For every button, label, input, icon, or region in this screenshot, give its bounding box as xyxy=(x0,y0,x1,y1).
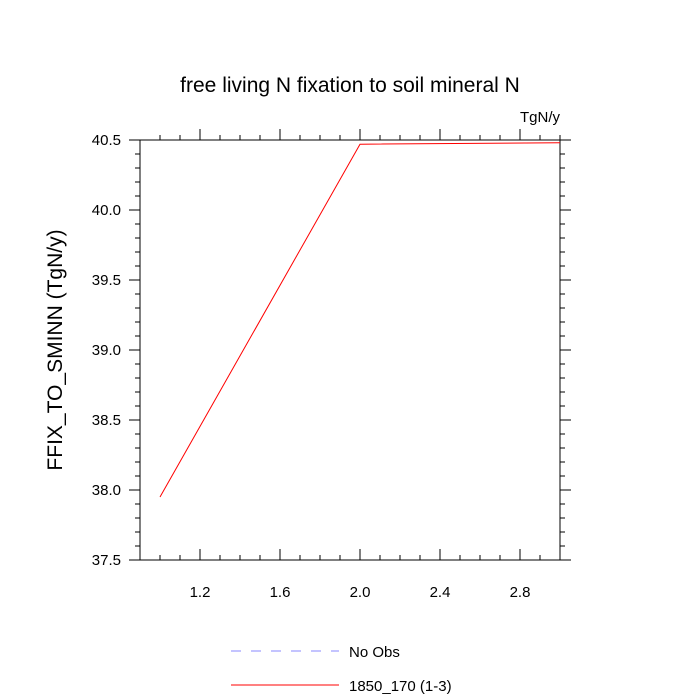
chart-title: free living N fixation to soil mineral N xyxy=(180,74,520,97)
series-line-0 xyxy=(159,142,561,498)
legend-label-no-obs: No Obs xyxy=(349,644,400,661)
plot-area: 1.2 1.6 2.0 2.4 2.8 37.5 38.0 38.5 39.0 39.5 40.0 4… xyxy=(92,129,571,601)
legend: No Obs 1850_170 (1-3) xyxy=(231,644,452,695)
x-tick-label: 1.2 xyxy=(190,584,211,601)
x-tick-label: 2.4 xyxy=(430,584,451,601)
y-axis-label: FFIX_TO_SMINN (TgN/y) xyxy=(44,229,67,470)
legend-label-1850-170: 1850_170 (1-3) xyxy=(349,678,452,695)
y-tick-label: 40.5 xyxy=(92,132,121,149)
x-tick-label: 2.0 xyxy=(350,584,371,601)
x-tick-label: 1.6 xyxy=(270,584,291,601)
y-tick-label: 37.5 xyxy=(92,552,121,569)
x-tick-label: 2.8 xyxy=(510,584,531,601)
y-tick-label: 39.5 xyxy=(92,272,121,289)
units-label: TgN/y xyxy=(520,109,561,126)
y-tick-label: 38.0 xyxy=(92,482,121,499)
y-tick-label: 40.0 xyxy=(92,202,121,219)
plot-frame xyxy=(139,139,561,561)
y-tick-label: 39.0 xyxy=(92,342,121,359)
y-tick-label: 38.5 xyxy=(92,412,121,429)
